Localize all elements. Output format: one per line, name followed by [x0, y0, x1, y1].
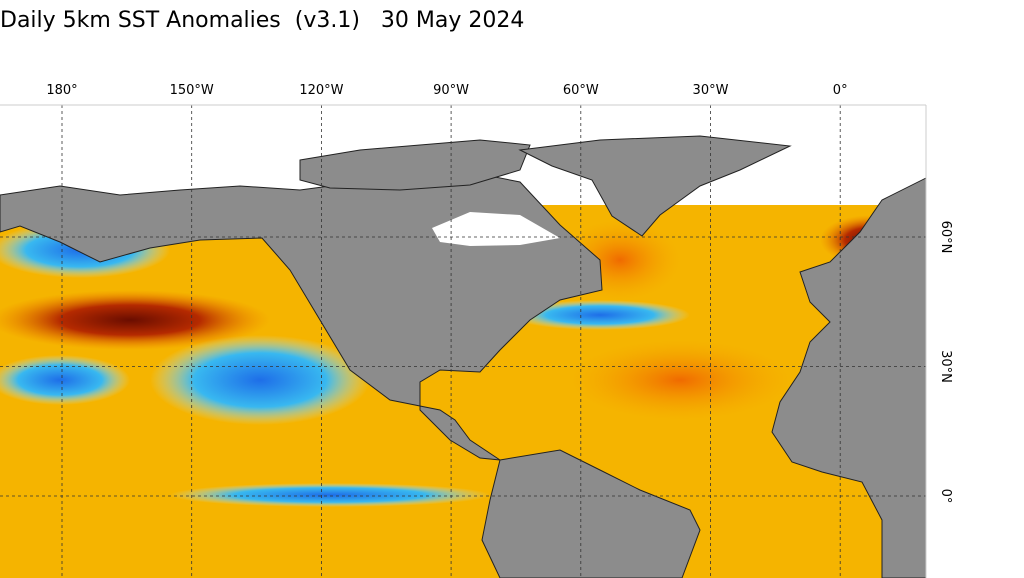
europe-africa — [771, 177, 926, 578]
cool-anomaly — [150, 335, 370, 425]
longitude-label: 150°W — [170, 83, 214, 98]
longitude-label: 60°W — [563, 83, 599, 98]
latitude-label: 0° — [938, 489, 953, 504]
cool-anomaly — [0, 355, 130, 405]
longitude-label: 0° — [833, 83, 848, 98]
south-america — [481, 449, 701, 578]
graticule — [0, 104, 927, 578]
warm-anomaly — [0, 290, 270, 350]
longitude-label: 90°W — [433, 83, 469, 98]
sea-ice — [432, 212, 560, 246]
longitude-label: 30°W — [693, 83, 729, 98]
greenland — [518, 135, 792, 237]
longitude-label: 120°W — [299, 83, 343, 98]
cool-anomaly — [510, 300, 690, 330]
graticule-labels: 180° 150°W 120°W 90°W 60°W 30°W 0° 60°N 30°N 0° — [46, 83, 953, 503]
latitude-label: 60°N — [938, 221, 953, 254]
latitude-label: 30°N — [938, 350, 953, 383]
warm-anomaly — [570, 340, 790, 420]
cool-anomaly — [170, 483, 490, 507]
sst-map — [0, 105, 926, 578]
longitude-label: 180° — [46, 83, 77, 98]
map-title: Daily 5km SST Anomalies (v3.1) 30 May 20… — [0, 8, 524, 33]
arctic-islands — [299, 139, 531, 191]
